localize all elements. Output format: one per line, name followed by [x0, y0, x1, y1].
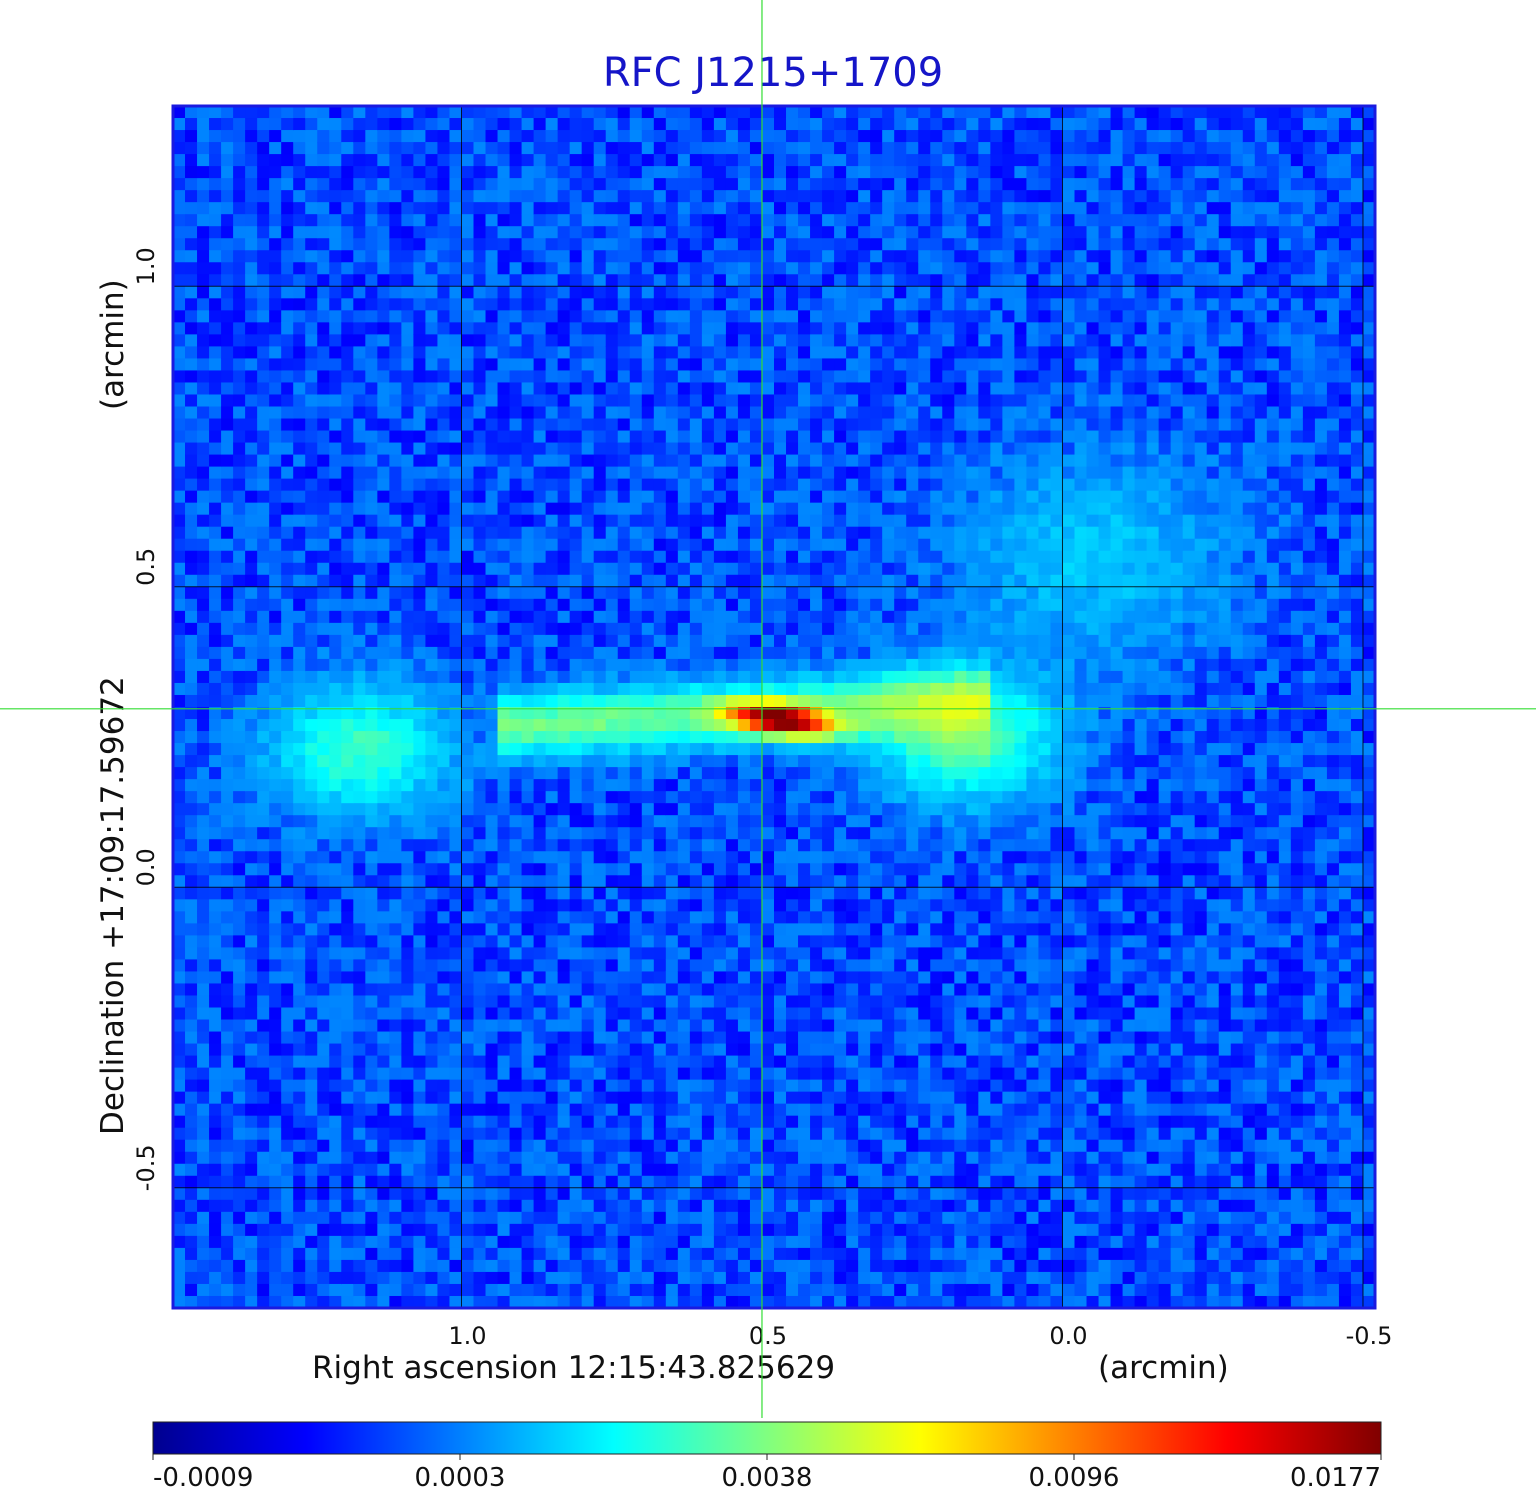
y-tick-label: 1.0: [132, 247, 160, 285]
colorbar-tick-label: -0.0009: [153, 1463, 253, 1493]
x-tick-label: 0.5: [749, 1322, 787, 1350]
y-tick-labels: 1.0 0.5 0.0 -0.5: [132, 247, 160, 1191]
x-axis-unit: (arcmin): [1098, 1350, 1229, 1386]
chart-title: RFC J1215+1709: [603, 50, 943, 96]
x-tick-label: 0.0: [1049, 1322, 1087, 1350]
grid-lines: [173, 106, 1375, 1308]
x-axis-label: Right ascension 12:15:43.825629: [312, 1350, 835, 1386]
y-axis-label: Declination +17:09:17.59672: [95, 676, 131, 1135]
colorbar-tick-label: 0.0096: [1029, 1463, 1120, 1493]
y-tick-label: -0.5: [132, 1144, 160, 1191]
x-tick-label: 1.0: [448, 1322, 486, 1350]
crosshair: [0, 0, 1536, 1418]
colorbar-tick-label: 0.0038: [722, 1463, 813, 1493]
colorbar-tick-label: 0.0177: [1290, 1463, 1381, 1493]
y-tick-label: 0.5: [132, 548, 160, 586]
y-axis-unit: (arcmin): [95, 279, 131, 410]
plot-frame: [171, 104, 1377, 1310]
x-tick-labels: 1.0 0.5 0.0 -0.5: [448, 1322, 1392, 1350]
map-image: [173, 106, 1376, 1309]
colorbar-tick-labels: -0.0009 0.0003 0.0038 0.0096 0.0177: [152, 1454, 1382, 1493]
colorbar: [152, 1421, 1382, 1455]
x-tick-label: -0.5: [1346, 1322, 1393, 1350]
colorbar-tick-label: 0.0003: [415, 1463, 506, 1493]
y-tick-label: 0.0: [132, 848, 160, 886]
